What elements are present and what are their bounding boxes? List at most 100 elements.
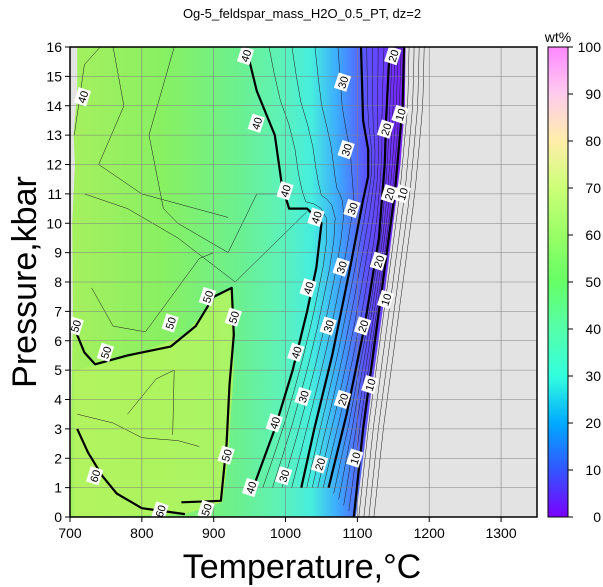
- contour-label: 30: [337, 140, 355, 160]
- y-tick-label: 9: [54, 245, 62, 261]
- contour-label-text: 20: [313, 457, 328, 472]
- contour-label: 30: [319, 316, 337, 336]
- contour-label: 40: [287, 342, 305, 362]
- contour-label-text: 40: [279, 184, 294, 199]
- contour-label-box: [96, 342, 115, 362]
- contour-label-text: 50: [227, 310, 242, 325]
- contour-label-text: 10: [364, 377, 379, 392]
- contour-label-box: [287, 342, 305, 362]
- contour-label-box: [369, 251, 388, 271]
- contour-label-box: [333, 72, 352, 92]
- contour-label-text: 50: [99, 345, 114, 360]
- contour-label-box: [376, 289, 395, 310]
- x-tick-label: 1300: [485, 525, 516, 541]
- contour-label: 10: [376, 289, 395, 310]
- contour-label: 40: [73, 87, 92, 107]
- contour-label: 40: [299, 278, 317, 298]
- contour-label-box: [217, 445, 235, 465]
- y-tick-label: 13: [46, 127, 62, 143]
- contour-label-box: [197, 499, 215, 517]
- contour-label-text: 30: [336, 75, 351, 90]
- contour-label: 10: [346, 448, 364, 468]
- contour-label-text: 30: [322, 319, 337, 334]
- thin-contour-line: [333, 47, 393, 494]
- contour-label-text: 50: [201, 289, 216, 304]
- contour-label-box: [151, 501, 169, 517]
- thin-contour-line: [317, 47, 379, 488]
- thin-contour-line: [348, 47, 402, 512]
- contour-label-text: 40: [302, 281, 317, 296]
- contour-label: 30: [343, 198, 361, 219]
- contour-label-text: 50: [164, 316, 179, 331]
- thin-contour-line: [338, 47, 396, 500]
- contour-label: 20: [369, 251, 388, 271]
- contour-label-text: 40: [268, 416, 283, 431]
- contour-label-box: [294, 386, 312, 407]
- light-green-region: [74, 287, 234, 517]
- contour-labels: 1010101010202020202020203030303030303040…: [69, 47, 411, 517]
- contour-line-10: [352, 47, 406, 517]
- y-tick-label: 15: [46, 68, 62, 84]
- contour-label-box: [73, 87, 92, 107]
- contour-label: 40: [241, 477, 260, 498]
- contour-label: 50: [96, 342, 115, 362]
- contour-label: 50: [198, 286, 217, 307]
- plot-area: 1010101010202020202020203030303030303040…: [69, 47, 537, 517]
- contour-label: 20: [380, 184, 398, 204]
- contour-label-box: [276, 181, 294, 201]
- contour-label: 60: [151, 501, 169, 517]
- contour-label-text: 50: [69, 319, 84, 334]
- thin-contour-line: [84, 193, 308, 283]
- colorbar-tick-label: 90: [585, 86, 601, 102]
- contour-label: 10: [361, 375, 379, 395]
- x-tick-label: 800: [130, 525, 154, 541]
- contour-label-box: [307, 207, 325, 227]
- contour-label: 10: [391, 104, 409, 125]
- contour-label-text: 10: [349, 451, 364, 466]
- contour-label: 20: [353, 316, 372, 336]
- contour-label: 30: [332, 257, 350, 277]
- x-tick-label: 1200: [414, 525, 445, 541]
- y-tick-label: 0: [54, 509, 62, 525]
- contour-label: 30: [333, 72, 352, 92]
- contour-label: 30: [294, 386, 312, 407]
- contour-label-box: [247, 113, 265, 133]
- contour-label-box: [299, 278, 317, 298]
- contour-line-20: [327, 47, 391, 488]
- contour-label-box: [346, 448, 364, 468]
- colorbar-tick-label: 40: [585, 321, 601, 337]
- colorbar-tick-label: 50: [585, 274, 601, 290]
- colorbar-tick-label: 70: [585, 180, 601, 196]
- contour-label-text: 30: [277, 469, 292, 484]
- contour-label-text: 20: [383, 187, 398, 202]
- colorbar-ticks: 0 10 20 30 40 50 60 70 80 90 100: [568, 39, 601, 525]
- contour-label-box: [310, 454, 329, 474]
- contour-label-text: 20: [387, 48, 402, 63]
- contour-label-box: [337, 140, 355, 160]
- x-axis-ticks: 700 800 900 1000 1100 1200 1300: [58, 517, 517, 541]
- contour-label-box: [332, 257, 350, 277]
- contour-label-text: 30: [297, 389, 312, 404]
- contour-label-box: [380, 184, 398, 204]
- contour-label-box: [198, 286, 217, 307]
- contour-label-box: [384, 47, 402, 66]
- colorbar-label: wt%: [544, 29, 571, 45]
- contour-label-box: [224, 307, 242, 327]
- thin-contour-line: [74, 47, 101, 136]
- contour-label: 40: [247, 113, 265, 133]
- contour-label-text: 40: [244, 480, 259, 495]
- contour-label-box: [236, 47, 255, 66]
- contour-label: 50: [197, 499, 215, 517]
- contour-label-text: 40: [310, 210, 325, 225]
- y-tick-label: 11: [47, 186, 62, 202]
- x-tick-label: 700: [58, 525, 82, 541]
- y-tick-label: 14: [46, 98, 62, 114]
- contour-line-50: [73, 286, 235, 504]
- contour-label-box: [343, 198, 361, 219]
- contour-label-text: 40: [290, 345, 305, 360]
- contour-label-box: [70, 316, 84, 336]
- y-tick-label: 16: [46, 39, 62, 55]
- contour-label: 20: [384, 47, 402, 66]
